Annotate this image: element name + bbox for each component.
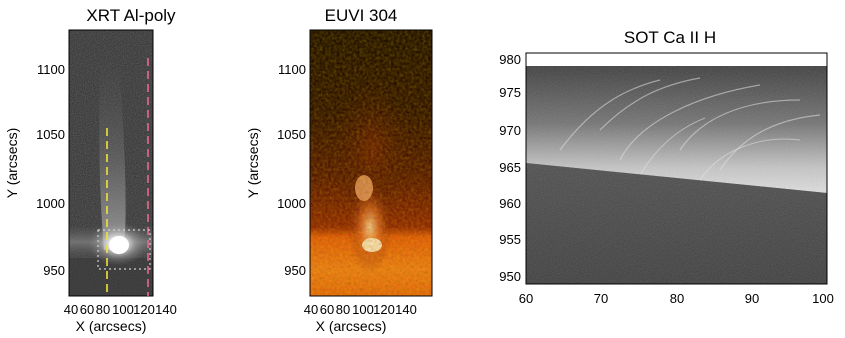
euvi-xtick: 40 xyxy=(303,302,319,317)
xrt-ytick: 1100 xyxy=(37,62,65,77)
xrt-xtick: 140 xyxy=(155,302,177,317)
xrt-xtick: 120 xyxy=(133,302,155,317)
xrt-ytick: 950 xyxy=(43,263,65,278)
sot-ytick: 965 xyxy=(499,160,521,175)
sot-ytick: 950 xyxy=(499,269,521,284)
sot-ytick: 975 xyxy=(499,85,521,100)
xrt-xtick: 100 xyxy=(112,302,134,317)
sot-ytick: 955 xyxy=(499,232,521,247)
euvi-xtick: 140 xyxy=(395,302,417,317)
sot-xtick: 90 xyxy=(744,291,760,306)
sot-xtick: 80 xyxy=(669,291,685,306)
sot-ytick: 960 xyxy=(499,196,521,211)
euvi-ytick: 1050 xyxy=(277,127,306,142)
sot-panel-title: SOT Ca II H xyxy=(623,28,717,47)
xrt-xtick: 60 xyxy=(79,302,95,317)
euvi-x-axis-label: X (arcsecs) xyxy=(315,318,387,334)
sot-ytick: 970 xyxy=(499,123,521,138)
euvi-xtick: 60 xyxy=(319,302,335,317)
xrt-ytick: 1050 xyxy=(36,127,65,142)
xrt-ytick: 1000 xyxy=(36,196,65,211)
euvi-xtick: 100 xyxy=(352,302,374,317)
sot-xtick: 60 xyxy=(518,291,534,306)
xrt-x-axis-label: X (arcsecs) xyxy=(75,318,147,334)
xrt-xtick: 80 xyxy=(95,302,111,317)
euvi-frame xyxy=(309,29,433,297)
euvi-ytick: 950 xyxy=(284,263,306,278)
euvi-ytick: 1100 xyxy=(278,62,306,77)
euvi-xtick: 120 xyxy=(373,302,395,317)
euvi-panel-title: EUVI 304 xyxy=(324,6,398,25)
sot-frame xyxy=(525,52,828,285)
euvi-ytick: 1000 xyxy=(277,196,306,211)
xrt-frame xyxy=(68,29,154,297)
xrt-xtick: 40 xyxy=(63,302,79,317)
sot-xtick: 100 xyxy=(812,291,834,306)
xrt-region-box xyxy=(97,229,151,270)
xrt-panel-title: XRT Al-poly xyxy=(86,6,176,25)
sot-ytick: 980 xyxy=(499,52,521,67)
euvi-xtick: 80 xyxy=(335,302,351,317)
sot-xtick: 70 xyxy=(593,291,609,306)
